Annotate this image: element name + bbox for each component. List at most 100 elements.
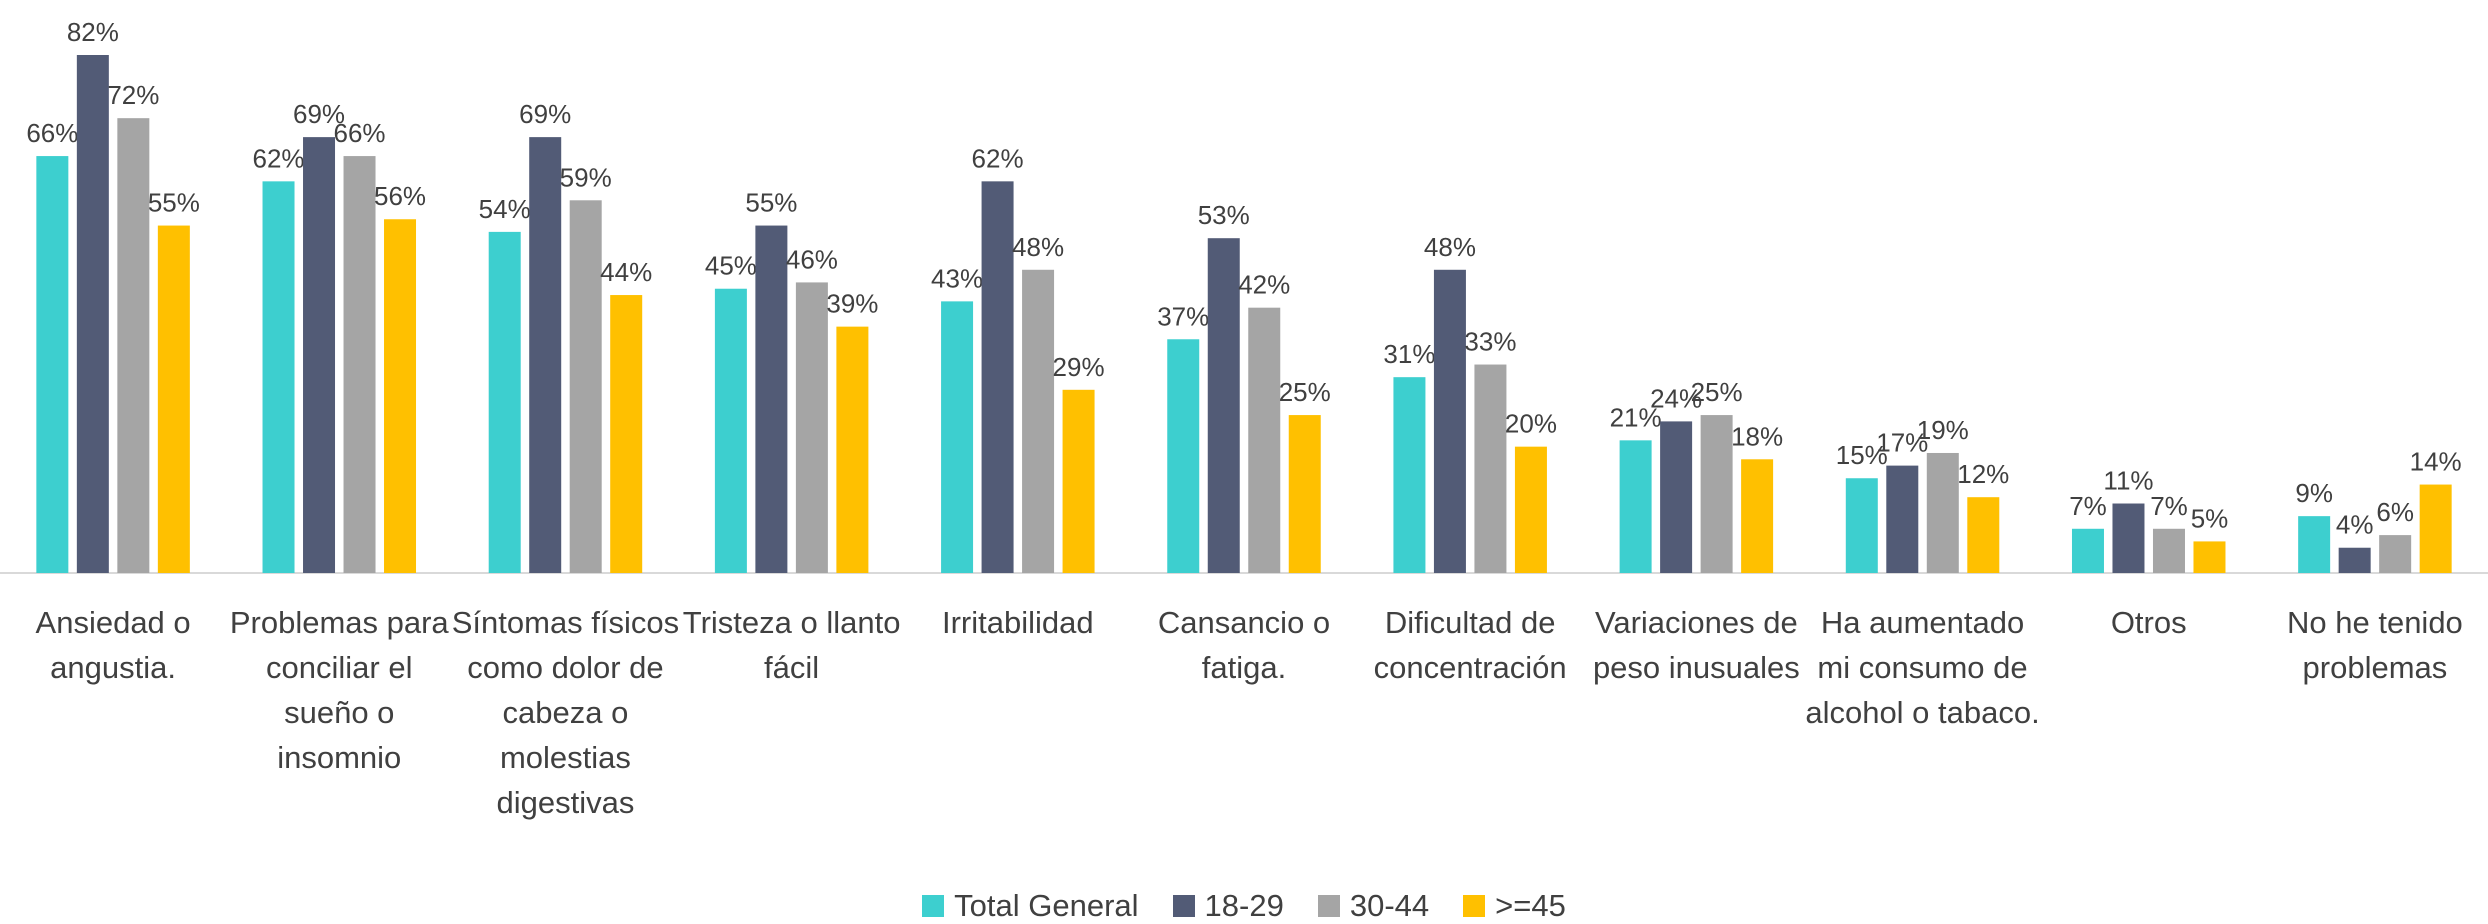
data-label: 62% — [252, 143, 304, 173]
data-label: 7% — [2150, 491, 2188, 521]
bar — [1433, 269, 1466, 573]
bar — [1700, 415, 1733, 573]
data-label: 82% — [67, 17, 119, 47]
legend-item: Total General — [922, 888, 1139, 924]
bar — [1022, 269, 1055, 573]
data-label: 43% — [931, 263, 983, 293]
bar — [569, 200, 602, 574]
bar — [1660, 421, 1693, 573]
bar — [303, 137, 336, 573]
bar — [36, 156, 69, 573]
chart: 66%82%72%55%62%69%66%56% 54%69%59%44% 45%5… — [0, 17, 2488, 574]
x-tick-label: Variaciones de peso inusuales — [1592, 605, 1800, 685]
data-label: 42% — [1238, 270, 1290, 300]
data-label: 15% — [1836, 440, 1888, 470]
bar — [2071, 528, 2104, 573]
x-tick-label: Otros — [2110, 605, 2187, 640]
bar — [2112, 503, 2145, 573]
data-label: 25% — [1691, 377, 1743, 407]
legend-label: >=45 — [1495, 888, 1566, 923]
data-label: 19% — [1917, 415, 1969, 445]
data-label: 46% — [786, 244, 838, 274]
data-label: 5% — [2191, 503, 2229, 533]
bar — [714, 288, 747, 573]
data-label: 11% — [2103, 466, 2153, 496]
bar — [1393, 377, 1426, 573]
x-tick-label: Cansancio o fatiga. — [1157, 605, 1331, 685]
data-label: 14% — [2410, 447, 2462, 477]
x-tick-label: Dificultad de concentración — [1373, 605, 1567, 685]
data-label: 12% — [1957, 459, 2009, 489]
data-label: 31% — [1383, 339, 1435, 369]
x-tick-label: Irritabilidad — [942, 605, 1094, 640]
bar — [1514, 446, 1547, 573]
bar — [1845, 478, 1878, 573]
bar — [529, 137, 562, 573]
bar — [76, 55, 109, 573]
data-label: 48% — [1424, 232, 1476, 262]
data-label: 4% — [2336, 510, 2374, 540]
data-label: 56% — [374, 181, 426, 211]
bar — [981, 181, 1014, 573]
x-tick-label: Ha aumentado mi consumo de alcohol o tab… — [1805, 605, 2040, 730]
data-label: 7% — [2069, 491, 2107, 521]
data-label: 48% — [1012, 232, 1064, 262]
legend-item: 30-44 — [1317, 888, 1430, 924]
data-label: 72% — [107, 80, 159, 110]
bar — [488, 231, 521, 573]
data-label: 24% — [1650, 383, 1702, 413]
legend-swatch — [922, 895, 945, 917]
legend-swatch — [1317, 895, 1340, 917]
bar — [836, 326, 869, 573]
x-tick-label: Síntomas físicos como dolor de cabeza o … — [451, 605, 680, 820]
data-label: 69% — [293, 99, 345, 129]
bar — [755, 225, 788, 573]
data-label: 21% — [1610, 402, 1662, 432]
bar — [1062, 389, 1095, 573]
bar — [2298, 516, 2331, 573]
bar — [1967, 497, 2000, 573]
data-label: 62% — [972, 143, 1024, 173]
bar — [795, 282, 828, 573]
data-label: 53% — [1198, 200, 1250, 230]
bar — [2379, 535, 2412, 573]
bar — [610, 295, 643, 573]
data-label: 55% — [148, 188, 200, 218]
bar — [2193, 541, 2226, 573]
data-label: 69% — [519, 99, 571, 129]
data-label: 39% — [826, 289, 878, 319]
bar — [262, 181, 295, 573]
data-label: 17% — [1876, 428, 1928, 458]
bar — [1741, 459, 1774, 573]
x-tick-label: Problemas para conciliar el sueño o inso… — [229, 605, 449, 775]
bar — [2419, 484, 2452, 573]
bar — [2338, 547, 2371, 573]
data-label: 59% — [560, 162, 612, 192]
x-tick-label: Ansiedad o angustia. — [35, 605, 191, 685]
legend-label: 18-29 — [1204, 888, 1284, 923]
data-label: 55% — [745, 188, 797, 218]
legend-label: Total General — [954, 888, 1139, 923]
x-tick-label: Tristeza o llanto fácil — [682, 605, 901, 685]
bar — [1926, 452, 1959, 573]
bar — [1886, 465, 1919, 573]
bar — [1619, 440, 1652, 573]
legend-item: >=45 — [1463, 888, 1566, 924]
data-label: 20% — [1505, 409, 1557, 439]
data-label: 45% — [705, 251, 757, 281]
legend-label: 30-44 — [1349, 888, 1430, 923]
data-label: 33% — [1464, 327, 1516, 357]
data-label: 44% — [600, 257, 652, 287]
data-label: 25% — [1279, 377, 1331, 407]
bar — [1474, 364, 1507, 573]
data-label: 37% — [1157, 301, 1209, 331]
data-label: 66% — [333, 118, 385, 148]
data-label: 18% — [1731, 421, 1783, 451]
bar — [941, 301, 974, 573]
legend-swatch — [1172, 895, 1195, 917]
bar — [117, 118, 150, 574]
data-label: 29% — [1053, 352, 1105, 382]
legend-swatch — [1463, 895, 1486, 917]
bar — [1207, 238, 1240, 573]
